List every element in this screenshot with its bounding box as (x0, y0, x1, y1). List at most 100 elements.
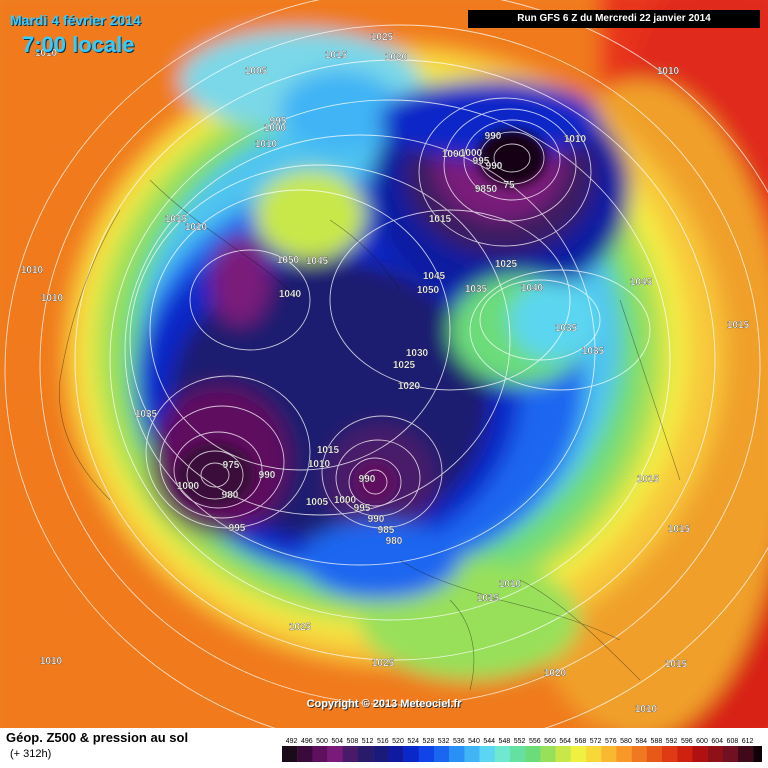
scale-tick-label: 576 (605, 738, 617, 745)
pressure-label: 1050 (417, 285, 440, 296)
isobar-lines (4, 0, 768, 728)
pressure-label: 1035 (465, 284, 488, 295)
scale-swatch (388, 746, 404, 762)
map-title: Géop. Z500 & pression au sol (6, 730, 189, 745)
scale-tick-label: 592 (666, 738, 678, 745)
scale-tick-label: 560 (544, 738, 556, 745)
pressure-label: 1010 (185, 222, 208, 233)
pressure-label: 980 (386, 536, 403, 547)
scale-tick-label: 572 (590, 738, 602, 745)
scale-tick-label: 512 (362, 738, 374, 745)
scale-swatch (677, 746, 693, 762)
scale-swatch (692, 746, 708, 762)
scale-swatch (358, 746, 374, 762)
pressure-label: 995 (354, 503, 371, 514)
scale-tick-label: 492 (286, 738, 298, 745)
scale-swatch (464, 746, 480, 762)
color-scale: 492 496 500 504 508 512 516 520 524 528 532 536 540 5… (282, 738, 762, 762)
pressure-label: 1000 (334, 495, 357, 506)
forecast-hour: (+ 312h) (10, 748, 52, 760)
scale-tick-label: 540 (468, 738, 480, 745)
scale-swatch (662, 746, 678, 762)
coastlines (59, 179, 681, 691)
scale-swatch (297, 746, 313, 762)
scale-swatch (418, 746, 435, 762)
scale-swatch (479, 746, 495, 762)
scale-tick-label: 536 (453, 738, 465, 745)
scale-tick-label: 528 (423, 738, 435, 745)
scale-swatch (373, 746, 389, 762)
scale-tick-label: 600 (696, 738, 708, 745)
scale-swatch (738, 746, 754, 762)
pressure-label: 995 (270, 116, 287, 127)
pressure-label: 1035 (555, 323, 578, 334)
pressure-label: 1010 (635, 704, 658, 715)
pressure-label: 1005 (245, 66, 268, 77)
pressure-label: 990 (368, 514, 385, 525)
scale-swatch (312, 746, 328, 762)
copyright-text: Copyright © 2013 Meteociel.fr (306, 698, 462, 710)
scale-swatch (753, 746, 762, 762)
pressure-label: 1015 (477, 593, 500, 604)
pressure-label: 1015 (429, 214, 452, 225)
scale-tick-label: 612 (742, 738, 754, 745)
pressure-label: 1035 (135, 409, 158, 420)
pressure-label: 1045 (630, 277, 653, 288)
pressure-label: 1015 (727, 320, 750, 331)
pressure-label: 9850 (475, 184, 498, 195)
scale-tick-label: 568 (575, 738, 587, 745)
scale-swatch (282, 746, 298, 762)
pressure-label: 1000 (177, 481, 200, 492)
scale-tick-label: 504 (331, 738, 343, 745)
scale-tick-label: 556 (529, 738, 541, 745)
scale-tick-label: 564 (559, 738, 571, 745)
scale-swatch (555, 746, 571, 762)
pressure-label: 990 (359, 474, 376, 485)
pressure-label: 1010 (41, 293, 64, 304)
pressure-label: 1040 (521, 283, 544, 294)
pressure-label: 1035 (582, 346, 605, 357)
pressure-label: 995 (473, 156, 490, 167)
pressure-label: 1025 (495, 259, 518, 270)
pressure-label: 1010 (40, 656, 63, 667)
pressure-label: 1010 (255, 139, 278, 150)
pressure-label: 1025 (393, 360, 416, 371)
scale-swatch (586, 746, 602, 762)
scale-tick-label: 496 (301, 738, 313, 745)
model-run-label: Run GFS 6 Z du Mercredi 22 janvier 2014 (468, 10, 760, 28)
scale-tick-label: 608 (727, 738, 739, 745)
pressure-label: 1025 (289, 622, 312, 633)
scale-swatch (510, 746, 526, 762)
scale-swatch (570, 746, 587, 762)
scale-swatch (494, 746, 511, 762)
pressure-label: 75 (503, 180, 515, 191)
low-cores (175, 130, 546, 507)
scale-swatch (434, 746, 450, 762)
scale-tick-label: 548 (499, 738, 511, 745)
pressure-label: 1020 (544, 668, 567, 679)
scale-tick-label: 544 (483, 738, 495, 745)
pressure-label: 1025 (372, 658, 395, 669)
pressure-label: 1010 (499, 579, 522, 590)
scale-tick-label: 580 (620, 738, 632, 745)
scale-swatch (540, 746, 556, 762)
scale-tick-label: 516 (377, 738, 389, 745)
scale-tick-label: 532 (438, 738, 450, 745)
scale-tick-label: 596 (681, 738, 693, 745)
pressure-label: 1005 (306, 497, 329, 508)
scale-tick-label: 508 (347, 738, 359, 745)
pressure-label: 975 (223, 460, 240, 471)
scale-swatch (449, 746, 465, 762)
pressure-label: 1030 (406, 348, 429, 359)
pressure-label: 990 (485, 131, 502, 142)
pressure-label: 985 (378, 525, 395, 536)
scale-swatch (342, 746, 359, 762)
forecast-time: 7:00 locale (22, 32, 135, 57)
pressure-label: 1015 (317, 445, 340, 456)
pressure-label: 1000 (264, 123, 287, 134)
pressure-label: 1040 (279, 289, 302, 300)
pressure-label: 1015 (637, 474, 660, 485)
pressure-label: 1045 (306, 256, 329, 267)
pressure-label: 990 (486, 161, 503, 172)
pressure-label: 1020 (385, 52, 408, 63)
